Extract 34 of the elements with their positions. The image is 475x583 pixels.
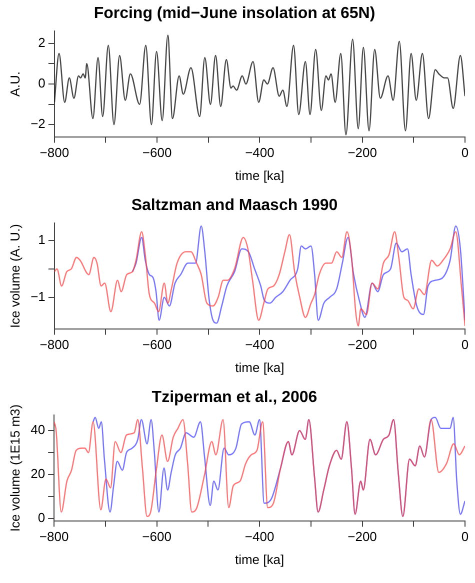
- x-tick-label: 0: [461, 337, 469, 352]
- x-tick-label: 0: [461, 529, 469, 544]
- line-series: [54, 231, 465, 327]
- x-tick-label: −200: [348, 529, 377, 544]
- y-tick-label: 0: [38, 510, 46, 526]
- x-axis-title: time [ka]: [235, 360, 284, 375]
- y-tick-label: −2: [30, 116, 46, 132]
- x-axis-title: time [ka]: [234, 552, 284, 567]
- y-tick-label: 2: [38, 34, 46, 50]
- y-tick-label: 40: [30, 422, 46, 438]
- y-axis-title: A.U.: [7, 71, 22, 97]
- x-tick-label: 0: [461, 145, 469, 160]
- x-tick-label: −800: [40, 145, 70, 160]
- y-tick-label: 20: [30, 466, 46, 482]
- y-tick-label: 1: [38, 232, 46, 247]
- x-tick-label: −600: [142, 337, 172, 352]
- chart-title: Saltzman and Maasch 1990: [131, 197, 338, 214]
- x-tick-label: −800: [40, 337, 70, 352]
- chart-title: Forcing (mid−June insolation at 65N): [94, 5, 376, 22]
- line-series: [132, 225, 465, 324]
- x-tick-label: −400: [244, 529, 274, 544]
- x-axis-title: time [ka]: [235, 168, 284, 183]
- x-tick-label: −400: [245, 337, 274, 352]
- x-tick-label: −800: [39, 529, 69, 544]
- y-axis-title: Ice volume (A. U.): [7, 224, 22, 328]
- x-tick-label: −200: [348, 337, 378, 352]
- x-tick-label: −200: [348, 145, 378, 160]
- y-tick-label: 0: [38, 76, 46, 91]
- y-axis-title: Ice volume (1E15 m3): [7, 404, 22, 532]
- x-tick-label: −600: [142, 145, 172, 160]
- chart-title: Tziperman et al., 2006: [152, 389, 318, 406]
- x-tick-label: −600: [142, 529, 172, 544]
- y-tick-label: −1: [30, 288, 46, 304]
- x-tick-label: −400: [245, 145, 274, 160]
